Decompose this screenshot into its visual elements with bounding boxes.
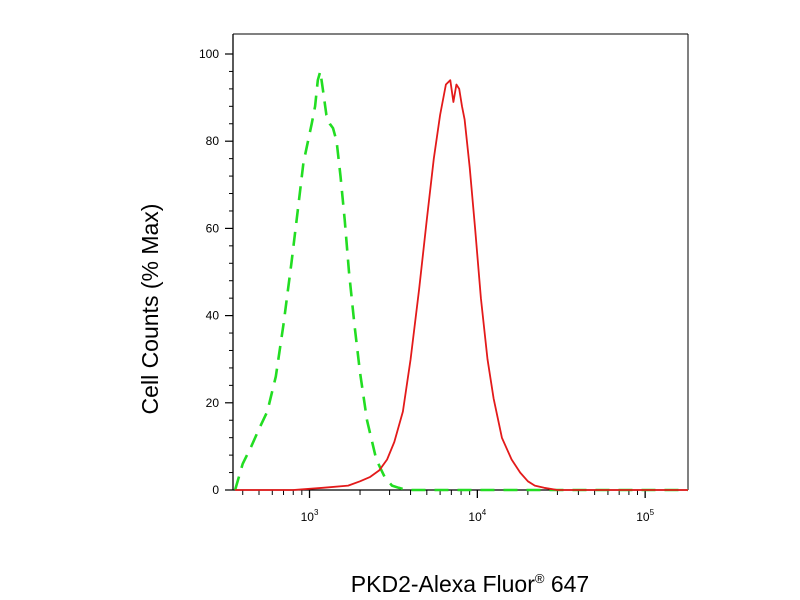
x-tick-label-base: 10: [636, 510, 650, 524]
y-tick-label: 20: [206, 396, 220, 410]
x-tick-label: 105: [636, 508, 654, 524]
x-axis-title-main: PKD2-Alexa Fluor: [351, 571, 535, 597]
y-tick-label: 80: [206, 134, 220, 148]
x-tick-label: 103: [301, 508, 319, 524]
x-axis-title: PKD2-Alexa Fluor® 647: [351, 571, 589, 597]
x-tick-label-exponent: 3: [314, 508, 319, 517]
x-axis-title-suffix: 647: [544, 571, 589, 597]
x-axis-ticks: 103 104 105: [242, 490, 655, 524]
y-tick-label: 100: [199, 47, 219, 61]
y-axis-ticks: 0 20 40 60 80 100: [199, 47, 233, 497]
x-tick-label-base: 10: [468, 510, 482, 524]
x-tick-label: 104: [468, 508, 486, 524]
x-tick-label-exponent: 5: [650, 508, 655, 517]
y-axis-title: Cell Counts (% Max): [137, 204, 163, 415]
y-tick-label: 40: [206, 309, 220, 323]
x-tick-label-base: 10: [301, 510, 315, 524]
histogram-series: [233, 70, 688, 492]
control-series-line: [233, 70, 688, 492]
x-axis-title-registered-mark: ®: [535, 571, 545, 586]
x-tick-label-exponent: 4: [482, 508, 487, 517]
y-tick-label: 60: [206, 221, 220, 235]
pkd2-series-line: [235, 79, 688, 491]
y-tick-label: 0: [212, 483, 219, 497]
